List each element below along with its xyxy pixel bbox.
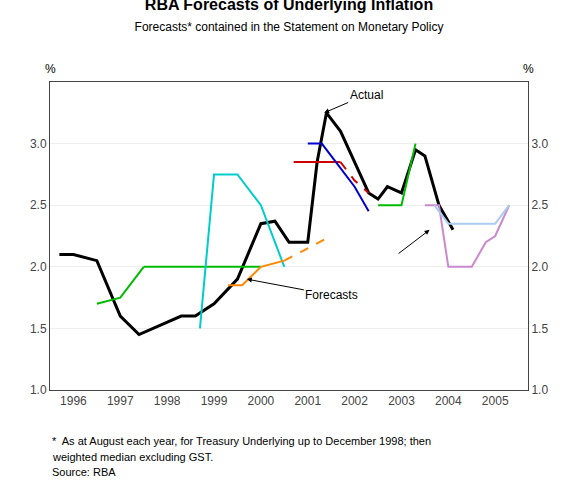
svg-text:1.5: 1.5 — [30, 322, 47, 336]
svg-text:2000: 2000 — [248, 394, 275, 408]
svg-text:* As at August each year, for: * As at August each year, for Treasury U… — [52, 435, 431, 447]
svg-text:%: % — [523, 62, 534, 76]
svg-text:2001: 2001 — [294, 394, 321, 408]
svg-text:%: % — [45, 62, 56, 76]
svg-text:1.0: 1.0 — [30, 383, 47, 397]
svg-text:weighted median excluding GST.: weighted median excluding GST. — [52, 451, 213, 463]
svg-text:RBA Forecasts of Underlying In: RBA Forecasts of Underlying InflationFor… — [135, 0, 444, 34]
svg-text:1.0: 1.0 — [531, 383, 548, 397]
svg-text:1997: 1997 — [107, 394, 134, 408]
svg-text:2.5: 2.5 — [30, 198, 47, 212]
svg-text:Actual: Actual — [350, 88, 383, 102]
svg-text:2.0: 2.0 — [531, 260, 548, 274]
svg-text:2004: 2004 — [435, 394, 462, 408]
svg-text:2.5: 2.5 — [531, 198, 548, 212]
svg-text:1998: 1998 — [154, 394, 181, 408]
svg-text:1.5: 1.5 — [531, 322, 548, 336]
svg-text:2003: 2003 — [388, 394, 415, 408]
svg-text:1996: 1996 — [60, 394, 87, 408]
svg-text:Source: RBA: Source: RBA — [52, 466, 116, 478]
svg-text:2005: 2005 — [482, 394, 509, 408]
svg-text:Forecasts: Forecasts — [305, 288, 358, 302]
svg-text:2.0: 2.0 — [30, 260, 47, 274]
svg-text:1999: 1999 — [201, 394, 228, 408]
svg-text:2002: 2002 — [341, 394, 368, 408]
svg-text:3.0: 3.0 — [30, 137, 47, 151]
svg-text:3.0: 3.0 — [531, 137, 548, 151]
